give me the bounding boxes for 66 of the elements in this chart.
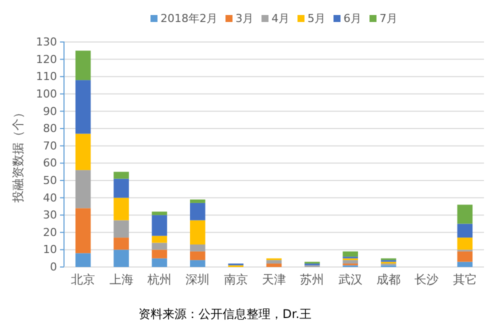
bar	[457, 262, 473, 267]
y-tick-label: 20	[43, 226, 57, 239]
y-axis-title: 投融资数据（个）	[11, 106, 25, 204]
bar	[75, 170, 91, 208]
legend-label: 4月	[272, 12, 290, 25]
bar	[114, 198, 129, 220]
bar	[152, 258, 168, 267]
y-tick-label: 80	[43, 122, 57, 136]
bar	[190, 260, 206, 267]
bar	[152, 236, 168, 243]
x-tick-label: 其它	[452, 272, 477, 287]
x-tick-label: 北京	[71, 272, 96, 287]
legend-label: 3月	[236, 12, 254, 25]
x-tick-label: 成都	[376, 272, 401, 287]
bar	[152, 242, 168, 250]
legend-label: 5月	[308, 12, 326, 25]
bar	[75, 134, 91, 170]
bar	[190, 202, 206, 220]
bar	[190, 200, 206, 203]
x-tick-label: 深圳	[186, 272, 210, 287]
y-tick-label: 60	[43, 156, 57, 170]
bar	[457, 204, 473, 224]
bar	[190, 220, 206, 244]
y-tick-label: 50	[43, 174, 57, 187]
x-tick-label: 武汉	[338, 272, 362, 287]
text: 资料来源：公开信息整理，Dr.王	[138, 307, 312, 321]
bar	[114, 172, 129, 179]
bar	[190, 251, 206, 260]
bar	[114, 178, 129, 198]
bar	[266, 264, 282, 267]
x-tick-label: 天津	[262, 272, 286, 287]
y-tick-label: 120	[36, 52, 57, 66]
bar	[342, 260, 358, 264]
bar	[190, 244, 206, 252]
y-tick-label: 100	[36, 87, 57, 100]
x-tick-label: 长沙	[414, 272, 439, 287]
bar	[152, 250, 168, 258]
bar	[342, 251, 358, 257]
bar	[75, 253, 91, 267]
x-tick-label: 上海	[109, 272, 134, 287]
bar	[75, 80, 91, 134]
bar	[266, 260, 282, 264]
y-tick-label: 30	[43, 208, 57, 222]
bar	[152, 212, 168, 216]
y-tick-label: 90	[43, 104, 57, 118]
bar	[114, 250, 129, 267]
legend-label: 6月	[344, 12, 362, 25]
bar	[75, 208, 91, 254]
bar	[457, 251, 473, 262]
bar	[457, 238, 473, 250]
y-tick-label: 130	[36, 36, 57, 49]
y-tick-label: 10	[43, 243, 57, 256]
x-tick-label: 南京	[224, 272, 248, 287]
bar	[114, 220, 129, 238]
y-tick-label: 70	[43, 139, 57, 152]
bar	[75, 50, 91, 80]
legend-label: 7月	[380, 12, 398, 25]
x-tick-label: 杭州	[146, 272, 172, 287]
x-tick-label: 苏州	[300, 272, 324, 287]
y-tick-label: 110	[36, 70, 57, 84]
bar	[152, 215, 168, 236]
bar	[114, 238, 129, 250]
y-tick-label: 40	[43, 191, 57, 204]
legend-label: 2018年2月	[160, 12, 218, 25]
y-tick-label: 0	[50, 260, 57, 274]
bar	[457, 224, 473, 238]
